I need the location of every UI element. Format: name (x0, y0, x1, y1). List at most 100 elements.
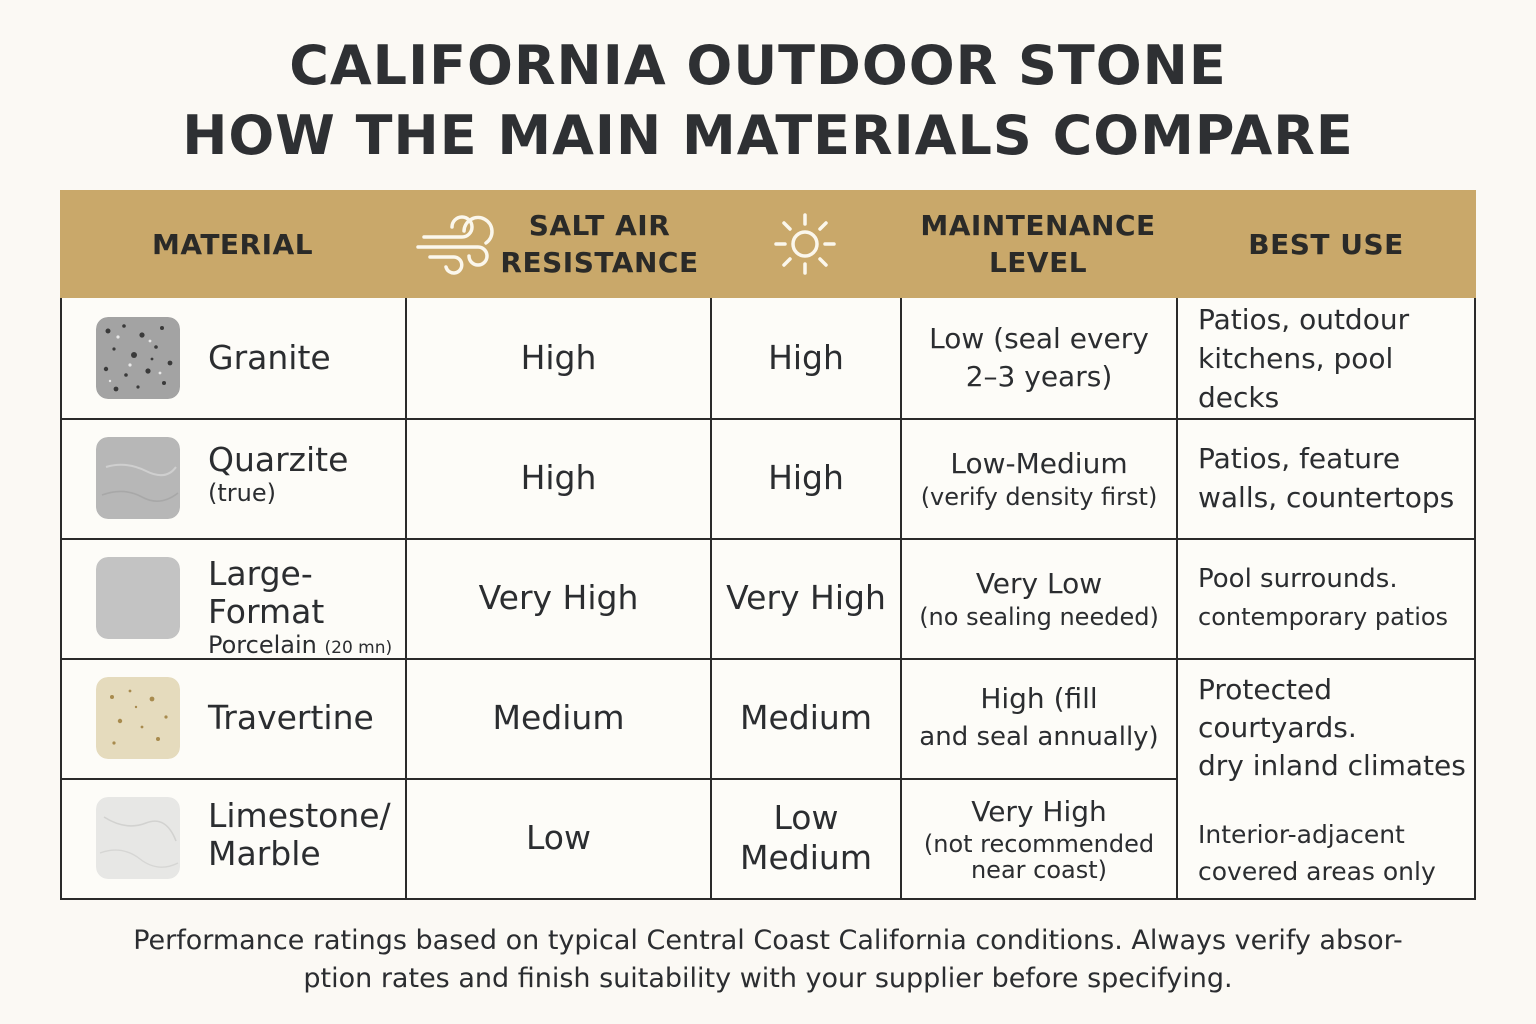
header-maintenance: MAINTENANCE LEVEL (900, 190, 1176, 298)
salt-air-rating: High (407, 418, 710, 538)
header-maintenance-line-1: MAINTENANCE (920, 209, 1156, 242)
best-use-cell: Interior-adjacent covered areas only (1178, 798, 1476, 908)
header-salt-air-line-1: SALT AIR (528, 209, 671, 242)
row-divider (62, 418, 1476, 420)
maintenance-value-line-1: Low (seal every (929, 322, 1149, 355)
sun-value-line-1: Low (773, 798, 839, 837)
salt-air-value: High (520, 458, 597, 497)
salt-air-value: Very High (478, 578, 639, 617)
best-use-line-1: Patios, outdour (1198, 302, 1410, 336)
material-name-block: Quarzite (true) (208, 440, 349, 508)
maintenance-cell: Very Low (no sealing needed) (902, 538, 1176, 658)
best-use-line-3: dry inland climates (1198, 749, 1466, 782)
column-divider (710, 298, 712, 898)
salt-air-value: Medium (492, 698, 625, 737)
maintenance-value: Very High (971, 795, 1107, 828)
column-divider (1176, 298, 1178, 898)
maintenance-cell: Low-Medium (verify density first) (902, 418, 1176, 538)
header-material: MATERIAL (60, 190, 405, 298)
maintenance-value-line-1: High (fill (980, 682, 1098, 715)
material-name: Travertine (208, 698, 374, 737)
row-divider (62, 658, 1476, 660)
column-divider (900, 298, 902, 898)
maintenance-cell: Very High (not recommended near coast) (902, 778, 1176, 898)
row-divider (62, 538, 1476, 540)
granite-swatch (96, 317, 180, 399)
footnote: Performance ratings based on typical Cen… (0, 922, 1536, 998)
material-name-line-2: Format (208, 592, 325, 631)
table-body: Granite High High Low (seal every 2–3 ye… (60, 298, 1476, 900)
sun-value-line-2: Medium (740, 838, 872, 877)
material-name-line-1: Limestone/ (208, 796, 391, 835)
limestone-swatch (96, 797, 180, 879)
sun-rating: High (712, 418, 900, 538)
sun-rating: Medium (712, 658, 900, 778)
material-subtitle: Porcelain (208, 631, 317, 659)
page-title-line-2: HOW THE MAIN MATERIALS COMPARE (182, 104, 1354, 167)
travertine-swatch (96, 677, 180, 759)
material-name: Quarzite (208, 440, 349, 479)
best-use-cell: Patios, outdour kitchens, pool decks (1178, 298, 1476, 418)
material-name: Granite (208, 338, 331, 377)
header-best-use: BEST USE (1176, 190, 1476, 298)
sun-icon (774, 213, 836, 275)
wind-icon (416, 215, 495, 275)
header-sun (710, 190, 900, 298)
maintenance-note: (verify density first) (920, 483, 1158, 511)
maintenance-note: (no sealing needed) (919, 603, 1159, 631)
best-use-line-1: Interior-adjacent (1198, 820, 1405, 849)
maintenance-value: Very Low (975, 567, 1103, 600)
sun-value: High (768, 338, 844, 377)
best-use-cell: Patios, feature walls, countertops (1178, 418, 1476, 538)
header-salt-air-line-2: RESISTANCE (500, 246, 699, 279)
sun-value: Very High (726, 578, 886, 617)
maintenance-cell: Low (seal every 2–3 years) (902, 298, 1176, 418)
material-thickness: (20 mn) (324, 638, 393, 658)
material-subtitle: (true) (208, 479, 276, 507)
best-use-line-2: covered areas only (1198, 857, 1436, 886)
material-name-line-2: Marble (208, 834, 321, 873)
maintenance-value-line-2: 2–3 years) (965, 360, 1113, 393)
best-use-cell: Pool surrounds. contemporary patios (1178, 538, 1476, 658)
salt-air-rating: High (407, 298, 710, 418)
header-best-use-label: BEST USE (1248, 227, 1404, 261)
footnote-line-1: Performance ratings based on typical Cen… (133, 925, 1403, 956)
sun-rating: High (712, 298, 900, 418)
page-title-line-1: CALIFORNIA OUTDOOR STONE (289, 34, 1227, 97)
header-material-label: MATERIAL (151, 227, 314, 261)
salt-air-value: Low (526, 818, 591, 857)
best-use-line-1: Pool surrounds. (1198, 564, 1398, 594)
sun-value: High (768, 458, 844, 497)
best-use-line-2: walls, countertops (1198, 481, 1455, 514)
header-maintenance-line-2: LEVEL (988, 246, 1088, 279)
best-use-line-2: kitchens, pool decks (1198, 341, 1394, 414)
row-divider (62, 778, 1176, 780)
maintenance-note-line-2: near coast) (970, 856, 1108, 884)
porcelain-swatch (96, 557, 180, 639)
sun-value: Medium (740, 698, 872, 737)
salt-air-rating: Very High (407, 538, 710, 658)
material-name-block: Limestone/ Marble (208, 797, 391, 873)
best-use-line-1: Patios, feature (1198, 442, 1401, 475)
best-use-line-2: courtyards. (1198, 711, 1357, 744)
footnote-line-2: ption rates and finish suitability with … (303, 963, 1233, 994)
material-name-line-1: Large- (208, 554, 313, 593)
maintenance-cell: High (fill and seal annually) (902, 658, 1176, 778)
sun-rating: Low Medium (712, 778, 900, 898)
header-salt-air: SALT AIR RESISTANCE (405, 190, 710, 298)
sun-rating: Very High (712, 538, 900, 658)
maintenance-note-line-1: (not recommended (923, 830, 1155, 858)
salt-air-rating: Medium (407, 658, 710, 778)
best-use-line-2: contemporary patios (1198, 603, 1449, 631)
quartzite-swatch (96, 437, 180, 519)
maintenance-value-line-2: and seal annually) (919, 722, 1159, 752)
salt-air-rating: Low (407, 778, 710, 898)
best-use-cell: Protected courtyards. dry inland climate… (1178, 668, 1476, 788)
maintenance-value: Low-Medium (950, 447, 1128, 480)
material-name-block: Large- Format Porcelain (20 mn) (208, 555, 392, 662)
column-divider (405, 298, 407, 898)
comparison-table: MATERIAL SALT AIR RESISTANCE (60, 190, 1476, 900)
salt-air-value: High (520, 338, 597, 377)
best-use-line-1: Protected (1198, 673, 1332, 706)
table-header: MATERIAL SALT AIR RESISTANCE (60, 190, 1476, 298)
